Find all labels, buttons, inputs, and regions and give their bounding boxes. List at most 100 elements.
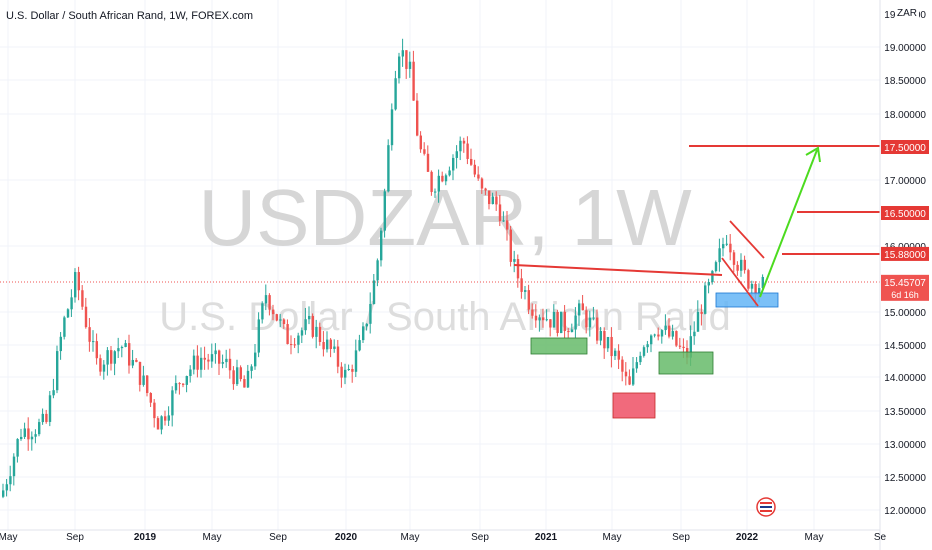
- candle-up: [221, 362, 224, 364]
- level-price-label: 17.50000: [884, 143, 926, 154]
- x-tick-label: May: [203, 532, 222, 543]
- candle-up: [38, 422, 41, 435]
- watermark-symbol: USDZAR, 1W: [198, 173, 692, 262]
- flag-lower-line: [721, 257, 759, 307]
- candle-up: [560, 311, 563, 333]
- candle-down: [603, 331, 606, 349]
- candle-down: [128, 343, 131, 366]
- y-tick-label: 18.50000: [884, 76, 926, 87]
- candle-down: [228, 358, 232, 371]
- candle-down: [311, 315, 314, 337]
- candle-down: [138, 361, 142, 385]
- candle-down: [509, 229, 512, 262]
- candle-down: [657, 334, 660, 337]
- current-price-label: 15.45707: [884, 278, 926, 289]
- x-axis[interactable]: May Sep 2019 May Sep 2020 May Sep 2021 May Sep 2022…: [0, 529, 887, 543]
- candle-down: [329, 339, 332, 349]
- candle-down: [149, 393, 152, 403]
- candle-up: [171, 390, 174, 416]
- candle-up: [34, 434, 37, 437]
- blue-demand-zone: [715, 292, 779, 308]
- candle-down: [88, 327, 91, 342]
- candle-up: [210, 354, 214, 362]
- candle-up: [491, 196, 494, 205]
- candle-up: [632, 368, 635, 385]
- candle-down: [624, 371, 628, 377]
- level-price-label: 16.50000: [884, 209, 926, 220]
- candle-up: [570, 329, 574, 333]
- candle-up: [214, 350, 217, 355]
- candle-up: [524, 290, 527, 292]
- candle-down: [473, 164, 476, 175]
- candle-down: [470, 158, 473, 165]
- candle-up: [455, 151, 458, 158]
- candle-up: [48, 395, 52, 422]
- y-tick-label: 19.00000: [884, 43, 926, 54]
- candle-up: [326, 339, 329, 350]
- candle-down: [596, 317, 599, 341]
- currency-badge[interactable]: ZAR: [895, 8, 919, 19]
- candle-down: [495, 196, 498, 205]
- candle-down: [232, 370, 235, 385]
- candle-down: [516, 259, 520, 279]
- candle-up: [192, 355, 196, 370]
- candle-up: [372, 280, 376, 305]
- x-tick-label: Sep: [672, 532, 690, 543]
- candle-up: [671, 331, 674, 337]
- x-tick-label: May: [805, 532, 824, 543]
- candle-up: [250, 366, 253, 371]
- x-tick-label: 2021: [535, 532, 558, 543]
- candle-up: [448, 170, 451, 176]
- candle-up: [185, 376, 188, 385]
- x-tick-label: May: [0, 532, 17, 543]
- green-demand-zone-2: [658, 351, 714, 375]
- candle-up: [41, 413, 44, 423]
- candle-up: [401, 50, 404, 57]
- symbol-title: U.S. Dollar / South African Rand, 1W, FO…: [6, 10, 253, 22]
- y-tick-label: 14.50000: [884, 341, 926, 352]
- candle-down: [318, 326, 322, 342]
- candle-down: [282, 319, 286, 325]
- candle-up: [308, 315, 311, 320]
- candle-down: [146, 375, 149, 394]
- candle-down: [477, 174, 480, 179]
- candle-up: [106, 350, 109, 365]
- candle-down: [336, 346, 340, 367]
- candle-down: [556, 311, 559, 333]
- candle-down: [423, 149, 426, 154]
- candle-up: [380, 230, 383, 261]
- candle-up: [394, 78, 397, 110]
- candle-up: [599, 331, 602, 341]
- candle-down: [549, 319, 552, 328]
- candle-down: [527, 290, 530, 310]
- candle-up: [5, 484, 8, 491]
- candle-down: [351, 368, 354, 372]
- candle-down: [668, 325, 671, 337]
- candle-up: [354, 350, 358, 372]
- candle-up: [639, 355, 642, 363]
- candle-down: [290, 344, 293, 346]
- candle-up: [750, 283, 754, 289]
- candle-up: [92, 341, 95, 343]
- candle-down: [498, 204, 502, 221]
- candle-up: [578, 303, 581, 316]
- candle-up: [131, 359, 134, 366]
- candle-down: [567, 330, 570, 333]
- candle-up: [650, 335, 653, 345]
- candle-up: [113, 351, 116, 364]
- candle-up: [315, 326, 318, 337]
- candle-up: [383, 191, 386, 231]
- y-tick-label: 17.00000: [884, 176, 926, 187]
- candle-up: [642, 347, 646, 356]
- candle-down: [743, 259, 746, 271]
- flag-icon[interactable]: [756, 497, 776, 517]
- candle-up: [689, 336, 692, 358]
- candle-up: [20, 436, 23, 440]
- candle-up: [344, 369, 347, 378]
- candle-down: [628, 376, 631, 385]
- candle-down: [156, 418, 160, 430]
- candle-down: [506, 220, 509, 230]
- candle-down: [77, 272, 80, 291]
